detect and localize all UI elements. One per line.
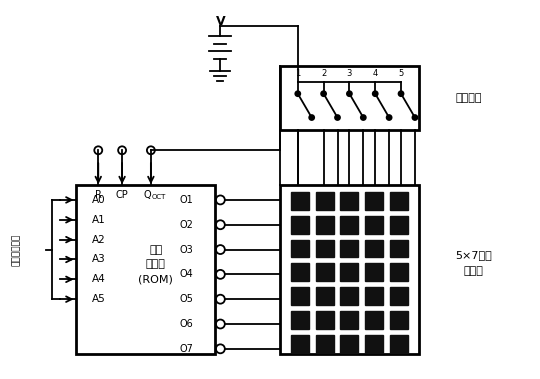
Text: O2: O2 (180, 220, 193, 230)
Bar (316, 263, 334, 281)
Bar (291, 287, 309, 305)
Bar (341, 287, 359, 305)
Bar (390, 311, 408, 329)
Text: A1: A1 (92, 215, 106, 225)
Text: A0: A0 (92, 195, 106, 205)
Bar (291, 240, 309, 257)
Bar (390, 287, 408, 305)
Text: A5: A5 (92, 294, 106, 304)
Bar (390, 216, 408, 234)
Text: 5×7点阵: 5×7点阵 (455, 249, 492, 260)
Circle shape (387, 115, 392, 120)
Bar (291, 263, 309, 281)
Bar (341, 216, 359, 234)
Circle shape (399, 91, 403, 96)
Bar (341, 240, 359, 257)
Bar (316, 287, 334, 305)
Text: 5: 5 (399, 69, 404, 78)
Bar (291, 216, 309, 234)
Bar (365, 240, 383, 257)
Text: O3: O3 (180, 244, 193, 255)
Circle shape (347, 91, 352, 96)
Text: 扫描开关: 扫描开关 (455, 93, 482, 103)
Bar (365, 192, 383, 210)
Bar (280, 185, 419, 354)
Text: 3: 3 (347, 69, 352, 78)
Bar (291, 192, 309, 210)
Text: O6: O6 (180, 319, 193, 329)
Circle shape (321, 91, 326, 96)
Text: O7: O7 (180, 344, 193, 354)
Bar (365, 287, 383, 305)
Circle shape (309, 115, 314, 120)
Text: O4: O4 (180, 269, 193, 279)
Text: 4: 4 (373, 69, 378, 78)
Bar (291, 335, 309, 353)
Text: (ROM): (ROM) (138, 274, 173, 284)
Text: Q: Q (144, 190, 152, 200)
Bar (390, 192, 408, 210)
Bar (316, 335, 334, 353)
Bar (316, 216, 334, 234)
Bar (365, 311, 383, 329)
Circle shape (373, 91, 377, 96)
Bar (77, 185, 215, 354)
Circle shape (361, 115, 366, 120)
Bar (341, 311, 359, 329)
Text: V: V (215, 15, 225, 28)
Bar (316, 240, 334, 257)
Circle shape (295, 91, 300, 96)
Circle shape (413, 115, 417, 120)
Text: A3: A3 (92, 254, 106, 265)
Circle shape (335, 115, 340, 120)
Bar (280, 66, 419, 130)
Bar (341, 263, 359, 281)
Text: OCT: OCT (152, 194, 166, 200)
Bar (316, 192, 334, 210)
Text: A2: A2 (92, 235, 106, 244)
Bar (390, 263, 408, 281)
Text: R: R (95, 190, 102, 200)
Text: 字符地址输入: 字符地址输入 (11, 233, 21, 266)
Bar (365, 335, 383, 353)
Bar (390, 240, 408, 257)
Bar (365, 216, 383, 234)
Text: 发生器: 发生器 (146, 260, 166, 269)
Bar (291, 311, 309, 329)
Text: 字符: 字符 (149, 244, 163, 255)
Bar (341, 192, 359, 210)
Bar (341, 335, 359, 353)
Text: O5: O5 (180, 294, 193, 304)
Text: CP: CP (116, 190, 129, 200)
Text: 2: 2 (321, 69, 326, 78)
Bar (390, 335, 408, 353)
Text: 显示器: 显示器 (463, 266, 483, 276)
Text: 1: 1 (295, 69, 300, 78)
Text: O1: O1 (180, 195, 193, 205)
Bar (316, 311, 334, 329)
Bar (365, 263, 383, 281)
Text: A4: A4 (92, 274, 106, 284)
